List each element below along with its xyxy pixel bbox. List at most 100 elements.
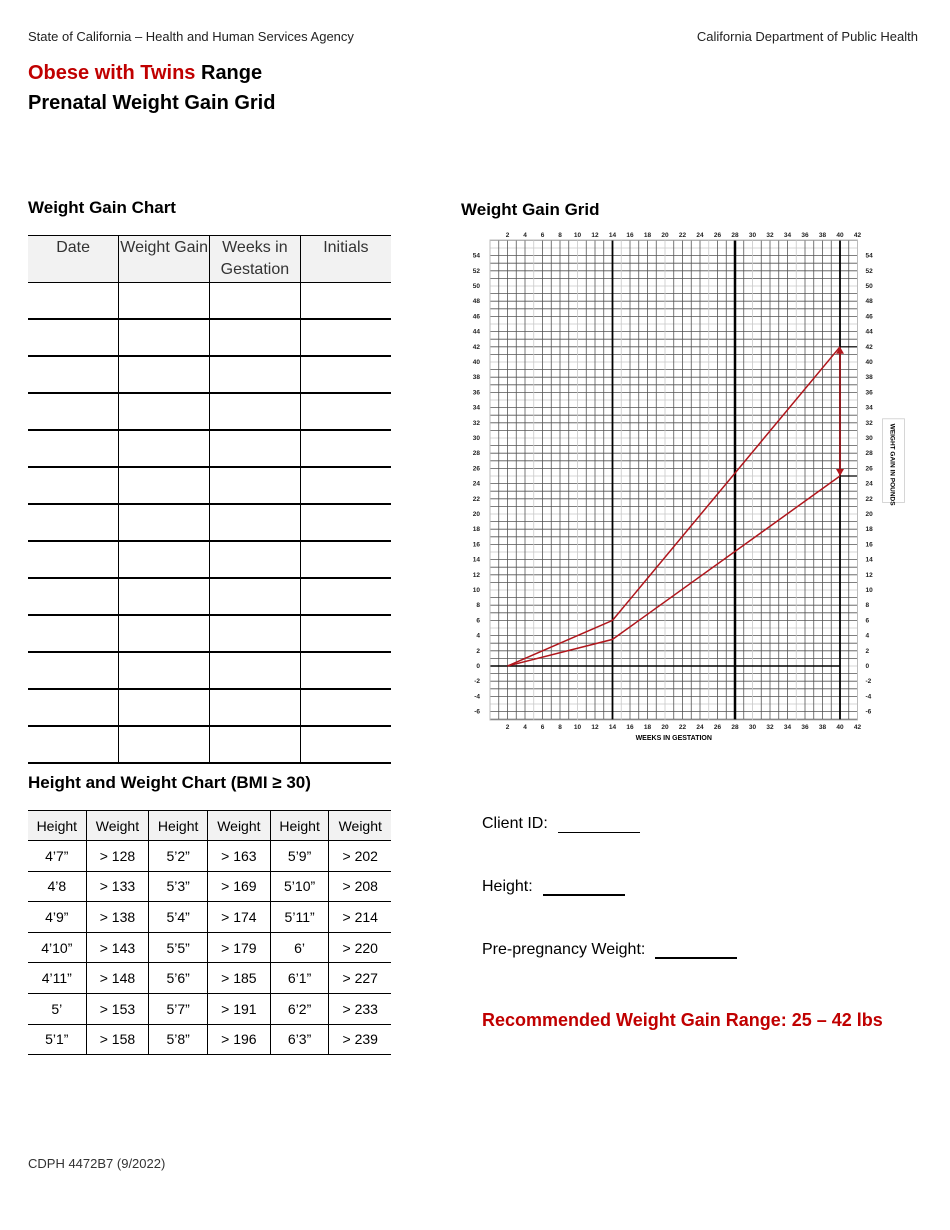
- cell-initials[interactable]: [299, 282, 391, 320]
- cell-weight-gain[interactable]: [118, 726, 210, 764]
- y-tick-label-right: 54: [866, 253, 874, 260]
- cell-weight-gain[interactable]: [118, 393, 210, 431]
- y-tick-label-left: 38: [473, 374, 481, 381]
- cell-date[interactable]: [28, 430, 119, 468]
- cell-weeks[interactable]: [209, 652, 301, 690]
- cell-weeks[interactable]: [209, 467, 301, 505]
- client-id-label: Client ID:: [482, 815, 548, 832]
- x-tick-label-top: 10: [574, 232, 582, 239]
- lower-limit-line: [507, 475, 841, 667]
- cell-weeks[interactable]: [209, 393, 301, 431]
- cell-weight-gain[interactable]: [118, 319, 210, 357]
- x-tick-label-top: 24: [696, 232, 704, 239]
- height-cell: 6’3”: [269, 1024, 329, 1056]
- weight-cell: > 163: [207, 840, 271, 872]
- cell-initials[interactable]: [299, 504, 391, 542]
- cell-date[interactable]: [28, 652, 119, 690]
- x-tick-label-bottom: 36: [801, 724, 809, 731]
- x-tick-label-top: 8: [558, 232, 562, 239]
- height-cell: 5’3”: [148, 871, 208, 903]
- cell-initials[interactable]: [299, 615, 391, 653]
- cell-initials[interactable]: [299, 319, 391, 357]
- cell-weeks[interactable]: [209, 504, 301, 542]
- cell-weight-gain[interactable]: [118, 430, 210, 468]
- client-id-input[interactable]: [557, 816, 640, 833]
- cell-weight-gain[interactable]: [118, 541, 210, 579]
- x-tick-label-bottom: 40: [836, 724, 844, 731]
- cell-weeks[interactable]: [209, 726, 301, 764]
- y-tick-label-right: 40: [866, 359, 874, 366]
- y-tick-label-right: 52: [866, 268, 874, 275]
- cell-date[interactable]: [28, 578, 119, 616]
- pre-pregnancy-weight-input[interactable]: [655, 941, 738, 959]
- cell-date[interactable]: [28, 467, 119, 505]
- cell-weight-gain[interactable]: [118, 282, 210, 320]
- y-tick-label-left: 6: [476, 617, 480, 624]
- cell-initials[interactable]: [299, 430, 391, 468]
- weight-cell: > 185: [207, 962, 271, 994]
- cell-initials[interactable]: [299, 652, 391, 690]
- cell-initials[interactable]: [299, 393, 391, 431]
- cell-weight-gain[interactable]: [118, 689, 210, 727]
- height-input[interactable]: [542, 878, 625, 896]
- x-tick-label-bottom: 34: [784, 724, 792, 731]
- cell-initials[interactable]: [299, 356, 391, 394]
- agency-name: State of California – Health and Human S…: [28, 29, 354, 44]
- y-tick-label-left: 2: [476, 648, 480, 655]
- x-tick-label-top: 30: [749, 232, 757, 239]
- cell-weeks[interactable]: [209, 578, 301, 616]
- x-tick-label-bottom: 26: [714, 724, 722, 731]
- table-row: [28, 578, 391, 616]
- cell-initials[interactable]: [299, 467, 391, 505]
- height-cell: 5’5”: [148, 932, 208, 964]
- cell-date[interactable]: [28, 541, 119, 579]
- column-header-weight: Weight: [207, 810, 271, 841]
- weight-cell: > 214: [328, 901, 391, 933]
- x-tick-label-bottom: 4: [523, 724, 527, 731]
- cell-weeks[interactable]: [209, 282, 301, 320]
- cell-weeks[interactable]: [209, 430, 301, 468]
- cell-date[interactable]: [28, 726, 119, 764]
- cell-weeks[interactable]: [209, 356, 301, 394]
- x-tick-label-bottom: 20: [661, 724, 669, 731]
- table-row: [28, 504, 391, 542]
- y-tick-label-left: 54: [473, 253, 481, 260]
- cell-date[interactable]: [28, 689, 119, 727]
- x-tick-label-top: 22: [679, 232, 687, 239]
- cell-weight-gain[interactable]: [118, 578, 210, 616]
- cell-initials[interactable]: [299, 726, 391, 764]
- cell-weeks[interactable]: [209, 615, 301, 653]
- cell-initials[interactable]: [299, 578, 391, 616]
- table-row: [28, 393, 391, 431]
- cell-weight-gain[interactable]: [118, 652, 210, 690]
- height-cell: 5’4”: [148, 901, 208, 933]
- cell-weight-gain[interactable]: [118, 467, 210, 505]
- table-row: 5’ > 153 5’7” > 191 6’2” > 233: [28, 993, 391, 1025]
- x-tick-label-top: 42: [854, 232, 862, 239]
- cell-initials[interactable]: [299, 689, 391, 727]
- cell-weight-gain[interactable]: [118, 356, 210, 394]
- y-tick-label-left: 16: [473, 541, 481, 548]
- cell-weight-gain[interactable]: [118, 615, 210, 653]
- cell-date[interactable]: [28, 393, 119, 431]
- y-tick-label-left: 0: [476, 663, 480, 670]
- cell-weeks[interactable]: [209, 689, 301, 727]
- cell-weeks[interactable]: [209, 541, 301, 579]
- cell-initials[interactable]: [299, 541, 391, 579]
- cell-date[interactable]: [28, 356, 119, 394]
- cell-weeks[interactable]: [209, 319, 301, 357]
- y-tick-label-right: -2: [866, 678, 872, 685]
- cell-date[interactable]: [28, 615, 119, 653]
- cell-date[interactable]: [28, 504, 119, 542]
- y-tick-label-left: 10: [473, 587, 481, 594]
- y-tick-label-left: 34: [473, 405, 481, 412]
- cell-date[interactable]: [28, 319, 119, 357]
- weight-gain-grid-heading: Weight Gain Grid: [461, 200, 600, 219]
- height-cell: 5’9”: [269, 840, 329, 872]
- y-tick-label-left: -6: [474, 709, 480, 716]
- table-row: 4’11” > 148 5’6” > 185 6’1” > 227: [28, 962, 391, 994]
- y-tick-label-right: 16: [866, 541, 874, 548]
- x-tick-label-bottom: 8: [558, 724, 562, 731]
- cell-date[interactable]: [28, 282, 119, 320]
- cell-weight-gain[interactable]: [118, 504, 210, 542]
